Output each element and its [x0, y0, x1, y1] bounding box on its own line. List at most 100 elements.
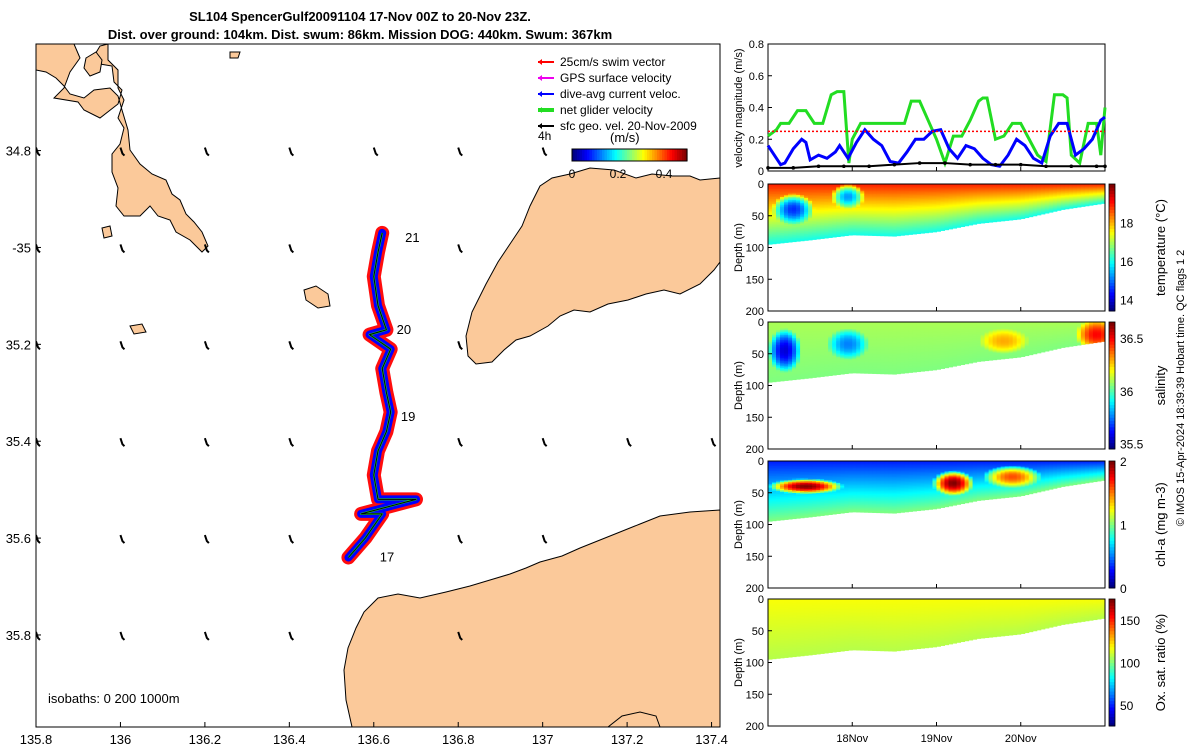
heatmap-cell: [768, 322, 773, 325]
heatmap-cell: [840, 227, 845, 230]
heatmap-cell: [784, 188, 789, 191]
heatmap-cell: [780, 330, 785, 333]
heatmap-cell: [800, 333, 805, 336]
heatmap-cell: [848, 209, 853, 212]
map-x-tick-label: 136.2: [189, 732, 222, 747]
heatmap-cell: [932, 189, 937, 192]
heatmap-cell: [792, 350, 797, 353]
heatmap-cell: [808, 235, 813, 238]
heatmap-cell: [808, 331, 813, 334]
heatmap-cell: [780, 236, 785, 239]
heatmap-cell: [920, 197, 925, 200]
heatmap-colorbar-tick-label: 18: [1120, 216, 1134, 230]
heatmap-cell: [968, 204, 974, 207]
heatmap-cell: [912, 199, 917, 202]
heatmap-cell: [844, 196, 849, 199]
heatmap-cell: [784, 360, 789, 364]
heatmap-cell: [776, 331, 781, 335]
heatmap-cell: [976, 188, 982, 190]
map-y-tick-label: 35.4: [6, 434, 31, 449]
heatmap-cell: [792, 199, 797, 203]
heatmap-cell: [900, 211, 905, 213]
heatmap-cell: [836, 345, 841, 348]
heatmap-cell: [1072, 198, 1078, 200]
heatmap-cell: [992, 188, 998, 190]
heatmap-cell: [888, 353, 893, 356]
heatmap-cell: [924, 228, 929, 231]
heatmap-cell: [776, 363, 781, 366]
heatmap-cell: [796, 196, 801, 199]
heatmap-cell: [1100, 187, 1106, 189]
heatmap-cell: [772, 215, 777, 218]
heatmap-cell: [968, 187, 974, 190]
heatmap-cell: [872, 221, 877, 224]
heatmap-cell: [800, 350, 805, 353]
heatmap-cell: [892, 202, 897, 205]
heatmap-cell: [812, 328, 817, 331]
heatmap-cell: [828, 329, 833, 332]
heatmap-cell: [1056, 198, 1062, 200]
heatmap-cell: [792, 347, 797, 350]
heatmap-cell: [1060, 205, 1066, 208]
heatmap-cell: [980, 194, 986, 197]
heatmap-cell: [828, 333, 833, 336]
heatmap-cell: [848, 334, 853, 337]
heatmap-cell: [848, 189, 853, 192]
heatmap-cell: [1068, 207, 1074, 209]
heatmap-cell: [772, 192, 777, 195]
heatmap-cell: [888, 198, 893, 201]
heatmap-cell: [872, 191, 877, 194]
heatmap-cell: [1096, 195, 1102, 197]
heatmap-cell: [960, 207, 966, 210]
heatmap-cell: [888, 195, 893, 198]
heatmap-cell: [816, 223, 821, 226]
heatmap-cell: [1072, 206, 1078, 209]
heatmap-cell: [836, 204, 841, 207]
heatmap-cell: [788, 185, 793, 188]
heatmap-cell: [1068, 195, 1074, 197]
heatmap-cell: [812, 210, 817, 213]
heatmap-cell: [884, 360, 889, 363]
heatmap-cell: [880, 227, 885, 230]
heatmap-cell: [964, 212, 970, 215]
heatmap-cell: [772, 325, 777, 328]
heatmap-cell: [868, 339, 873, 342]
heatmap-cell: [1044, 200, 1050, 203]
heatmap-cell: [848, 327, 853, 330]
heatmap-cell: [816, 328, 821, 331]
heatmap-cell: [780, 201, 785, 205]
heatmap-cell: [804, 339, 809, 342]
heatmap-cell: [948, 207, 954, 210]
heatmap-cell: [1032, 199, 1038, 202]
heatmap-cell: [832, 355, 837, 358]
heatmap-cell: [1084, 192, 1090, 194]
map-y-tick-label: 34.8: [6, 144, 31, 159]
heatmap-cell: [792, 333, 797, 336]
heatmap-cell: [820, 338, 825, 341]
heatmap-cell: [780, 205, 785, 208]
heatmap-cell: [1052, 196, 1058, 198]
heatmap-cell: [1020, 207, 1026, 210]
heatmap-cell: [1000, 190, 1006, 192]
heatmap-cell: [928, 198, 933, 201]
heatmap-cell: [780, 192, 785, 195]
heatmap-cell: [880, 326, 885, 329]
heatmap-cell: [776, 203, 781, 206]
heatmap-cell: [936, 191, 942, 194]
heatmap-cell: [968, 210, 974, 212]
heatmap-cell: [856, 186, 861, 189]
land-island-c: [129, 323, 147, 335]
heatmap-cell: [884, 192, 889, 195]
heatmap-cell: [1072, 204, 1078, 207]
heatmap-cell: [888, 336, 893, 339]
heatmap-cell: [828, 213, 833, 216]
heatmap-cell: [772, 368, 777, 371]
heatmap-cell: [856, 198, 861, 201]
heatmap-cell: [852, 338, 857, 341]
heatmap-cell: [1020, 186, 1026, 189]
heatmap-cell: [796, 203, 801, 206]
heatmap-cell: [924, 212, 929, 215]
heatmap-cell: [900, 184, 905, 186]
heatmap-cell: [904, 209, 909, 212]
heatmap-cell: [960, 208, 966, 211]
